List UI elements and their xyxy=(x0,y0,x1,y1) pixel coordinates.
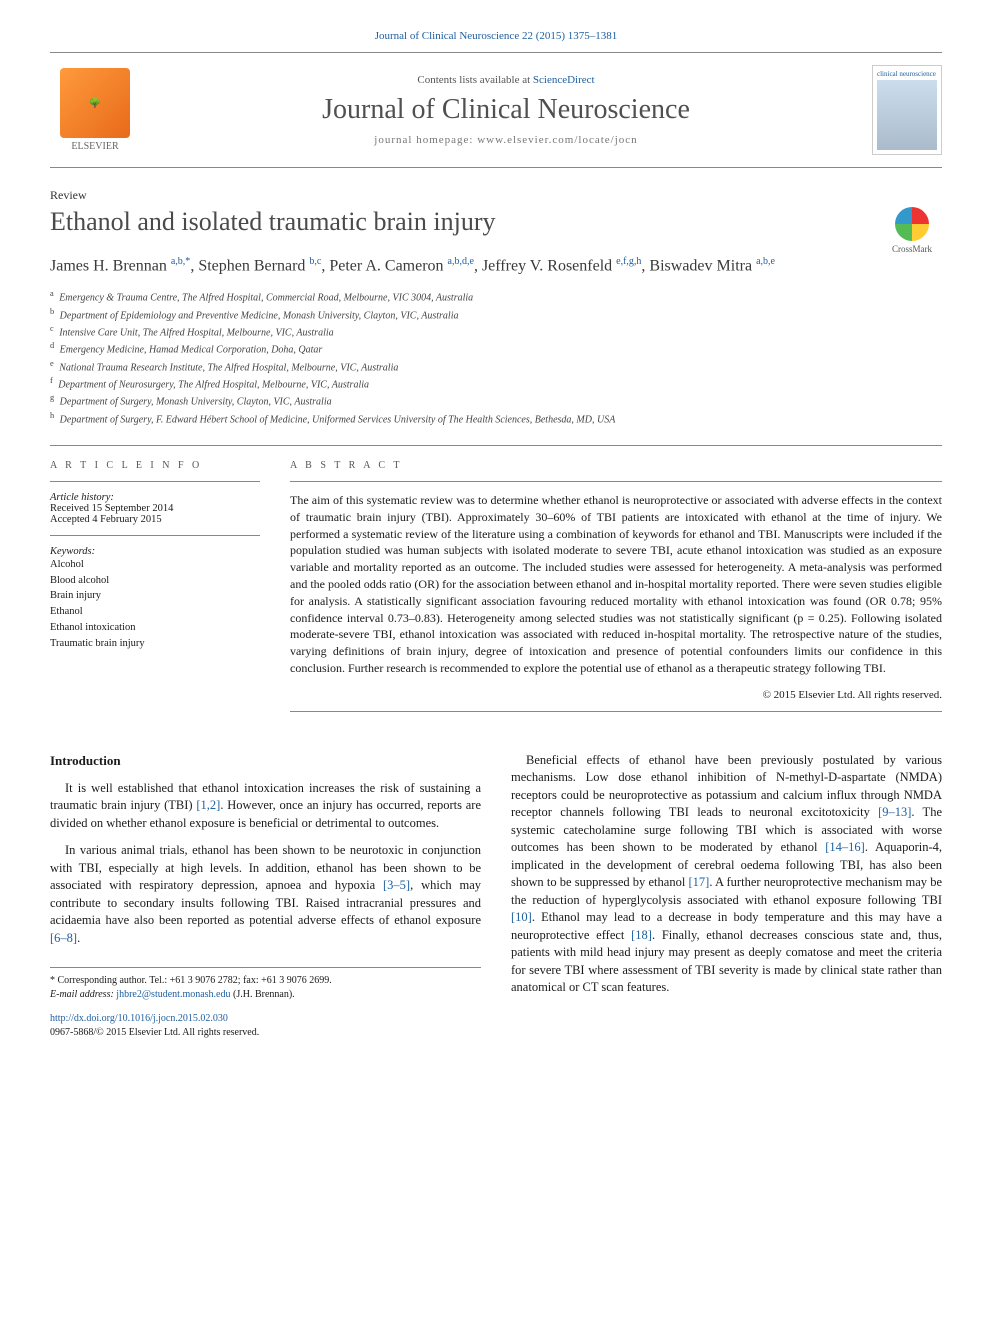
section-heading: Introduction xyxy=(50,752,481,770)
ref-link[interactable]: [18] xyxy=(631,928,652,942)
accepted-date: Accepted 4 February 2015 xyxy=(50,514,260,525)
divider xyxy=(50,967,481,968)
history-label: Article history: xyxy=(50,492,260,503)
ref-link[interactable]: [10] xyxy=(511,910,532,924)
affiliation-line: d Emergency Medicine, Hamad Medical Corp… xyxy=(50,340,942,357)
article-info-head: A R T I C L E I N F O xyxy=(50,460,260,471)
divider xyxy=(290,481,942,482)
contents-line: Contents lists available at ScienceDirec… xyxy=(140,74,872,86)
abstract-column: A B S T R A C T The aim of this systemat… xyxy=(290,460,942,722)
divider xyxy=(290,711,942,712)
keyword: Ethanol xyxy=(50,604,260,620)
ref-link[interactable]: [6–8] xyxy=(50,931,77,945)
divider xyxy=(50,481,260,482)
journal-cover-thumb: clinical neuroscience xyxy=(872,65,942,155)
received-date: Received 15 September 2014 xyxy=(50,503,260,514)
issn-line: 0967-5868/© 2015 Elsevier Ltd. All right… xyxy=(50,1027,259,1038)
article-info-column: A R T I C L E I N F O Article history: R… xyxy=(50,460,260,722)
abstract-head: A B S T R A C T xyxy=(290,460,942,471)
affiliations: a Emergency & Trauma Centre, The Alfred … xyxy=(50,288,942,427)
affiliation-line: e National Trauma Research Institute, Th… xyxy=(50,358,942,375)
body-paragraph: It is well established that ethanol into… xyxy=(50,780,481,833)
email-name: (J.H. Brennan). xyxy=(231,989,295,1000)
sciencedirect-link[interactable]: ScienceDirect xyxy=(533,74,595,86)
affiliation-line: c Intensive Care Unit, The Alfred Hospit… xyxy=(50,323,942,340)
keywords-list: AlcoholBlood alcoholBrain injuryEthanolE… xyxy=(50,557,260,652)
journal-name: Journal of Clinical Neuroscience xyxy=(140,94,872,126)
keyword: Brain injury xyxy=(50,588,260,604)
article-title: Ethanol and isolated traumatic brain inj… xyxy=(50,207,882,237)
contents-pre: Contents lists available at xyxy=(417,74,532,86)
body-columns: Introduction It is well established that… xyxy=(50,752,942,1041)
body-paragraph: Beneficial effects of ethanol have been … xyxy=(511,752,942,997)
publisher-label: ELSEVIER xyxy=(71,141,118,152)
cover-image-icon xyxy=(877,80,937,150)
affiliation-line: h Department of Surgery, F. Edward Héber… xyxy=(50,410,942,427)
keyword: Alcohol xyxy=(50,557,260,573)
keyword: Ethanol intoxication xyxy=(50,620,260,636)
ref-link[interactable]: [1,2] xyxy=(196,798,220,812)
email-label: E-mail address: xyxy=(50,989,116,1000)
keyword: Blood alcohol xyxy=(50,573,260,589)
homepage-line: journal homepage: www.elsevier.com/locat… xyxy=(140,134,872,146)
elsevier-tree-icon: 🌳 xyxy=(60,68,130,138)
journal-header: 🌳 ELSEVIER Contents lists available at S… xyxy=(50,52,942,168)
affiliation-line: b Department of Epidemiology and Prevent… xyxy=(50,306,942,323)
ref-link[interactable]: [9–13] xyxy=(878,805,911,819)
doi-link[interactable]: http://dx.doi.org/10.1016/j.jocn.2015.02… xyxy=(50,1013,228,1024)
email-link[interactable]: jhbre2@student.monash.edu xyxy=(116,989,230,1000)
keywords-label: Keywords: xyxy=(50,546,260,557)
ref-link[interactable]: [17] xyxy=(689,875,710,889)
body-paragraph: In various animal trials, ethanol has be… xyxy=(50,842,481,947)
body-right-column: Beneficial effects of ethanol have been … xyxy=(511,752,942,1041)
affiliation-line: a Emergency & Trauma Centre, The Alfred … xyxy=(50,288,942,305)
crossmark-icon xyxy=(895,207,929,241)
keyword: Traumatic brain injury xyxy=(50,636,260,652)
crossmark-badge[interactable]: CrossMark xyxy=(882,207,942,254)
author-list: James H. Brennan a,b,*, Stephen Bernard … xyxy=(50,254,942,278)
affiliation-line: g Department of Surgery, Monash Universi… xyxy=(50,392,942,409)
cover-text: clinical neuroscience xyxy=(877,70,937,78)
abstract-copyright: © 2015 Elsevier Ltd. All rights reserved… xyxy=(290,689,942,701)
divider xyxy=(50,445,942,446)
crossmark-label: CrossMark xyxy=(892,244,932,254)
ref-link[interactable]: [3–5] xyxy=(383,878,410,892)
corresponding-author: * Corresponding author. Tel.: +61 3 9076… xyxy=(50,974,481,1002)
affiliation-line: f Department of Neurosurgery, The Alfred… xyxy=(50,375,942,392)
journal-reference: Journal of Clinical Neuroscience 22 (201… xyxy=(50,30,942,42)
ref-link[interactable]: [14–16] xyxy=(825,840,865,854)
abstract-text: The aim of this systematic review was to… xyxy=(290,492,942,677)
divider xyxy=(50,535,260,536)
body-left-column: Introduction It is well established that… xyxy=(50,752,481,1041)
corresp-line: * Corresponding author. Tel.: +61 3 9076… xyxy=(50,974,481,988)
article-type: Review xyxy=(50,188,942,203)
